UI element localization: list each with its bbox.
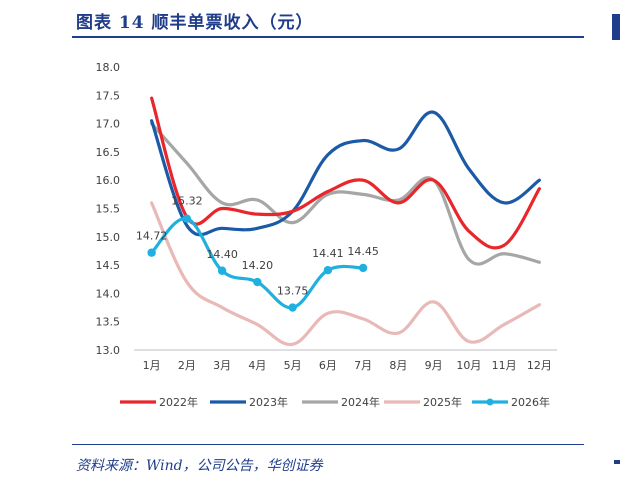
x-axis-ticks: 1月 2月 3月 4月 5月 6月 7月 8月 9月 10月 11月 12月: [143, 359, 552, 372]
data-label: 14.45: [347, 245, 379, 258]
data-label: 14.41: [312, 247, 344, 260]
y-tick-label: 14.5: [96, 259, 121, 272]
data-point: [182, 214, 192, 223]
x-tick-label: 12月: [527, 359, 552, 372]
adjacent-panel-edge: [612, 14, 620, 40]
x-tick-label: 3月: [213, 359, 231, 372]
legend-label: 2026年: [511, 395, 550, 409]
x-tick-label: 9月: [425, 359, 443, 372]
legend-label: 2022年: [159, 395, 198, 409]
series-line-2024: [150, 122, 541, 266]
y-tick-label: 17.5: [96, 89, 121, 102]
data-point: [288, 303, 297, 312]
footer-divider: [72, 444, 584, 445]
y-tick-label: 15.5: [96, 203, 121, 216]
x-tick-label: 7月: [354, 359, 372, 372]
data-point: [147, 248, 156, 257]
legend-marker: [486, 398, 494, 406]
x-tick-label: 4月: [248, 359, 266, 372]
x-tick-label: 8月: [389, 359, 407, 372]
data-label: 13.75: [277, 285, 309, 298]
data-label: 15.32: [171, 195, 203, 208]
data-point: [358, 263, 368, 273]
y-tick-label: 14.0: [96, 287, 121, 300]
data-label: 14.40: [206, 248, 238, 261]
series-markers: [147, 214, 368, 312]
series-line-2022: [150, 96, 541, 250]
y-tick-label: 16.5: [96, 146, 121, 159]
y-tick-label: 16.0: [96, 174, 121, 187]
x-tick-label: 11月: [492, 359, 517, 372]
y-tick-label: 15.0: [96, 231, 121, 244]
figure-title: 图表 14 顺丰单票收入（元）: [76, 13, 314, 33]
header-divider: [72, 36, 584, 38]
source-note: 资料来源：Wind，公司公告，华创证券: [76, 458, 323, 474]
y-axis-ticks: 13.0 13.5 14.0 14.5 15.0 15.5 16.0 16.5 17.0 17.5…: [96, 61, 121, 357]
data-point: [217, 266, 227, 275]
legend-label: 2023年: [249, 395, 288, 409]
data-point: [253, 277, 262, 287]
data-label: 14.72: [136, 230, 168, 243]
legend-label: 2025年: [423, 395, 462, 409]
x-tick-label: 6月: [319, 359, 337, 372]
y-tick-label: 13.0: [96, 344, 121, 357]
chart-legend: 2022年 2023年 2024年 2025年 2026年: [120, 395, 550, 409]
chart-header: 图表 14 顺丰单票收入（元）: [76, 8, 314, 34]
y-tick-label: 18.0: [96, 61, 121, 74]
series-line-2023: [150, 110, 541, 237]
series-line-2025: [150, 201, 541, 346]
data-label: 14.20: [242, 259, 274, 272]
legend-label: 2024年: [341, 395, 380, 409]
x-tick-label: 10月: [456, 359, 481, 372]
series-lines: [150, 96, 541, 346]
y-tick-label: 13.5: [96, 316, 121, 329]
adjacent-panel-mark: [614, 460, 620, 464]
x-tick-label: 5月: [284, 359, 302, 372]
data-point: [323, 265, 333, 275]
x-tick-label: 2月: [178, 359, 196, 372]
x-tick-label: 1月: [143, 359, 161, 372]
y-tick-label: 17.0: [96, 118, 121, 131]
